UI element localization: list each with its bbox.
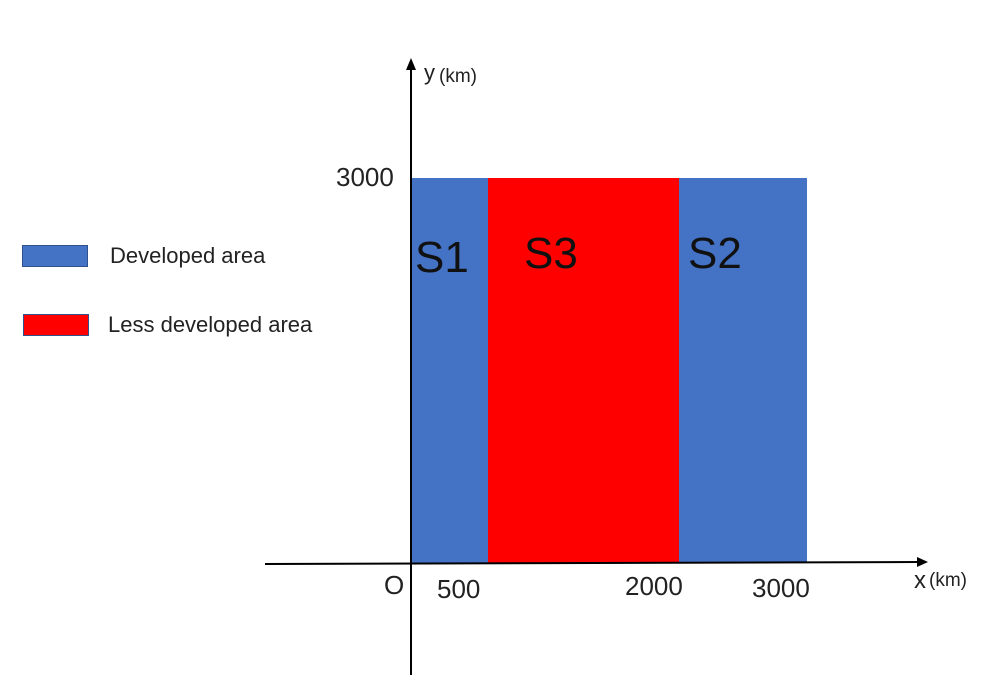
y-axis-label: y <box>424 60 435 85</box>
legend-swatch-developed <box>22 245 88 267</box>
region-s1 <box>411 178 488 563</box>
x-axis <box>264 561 921 565</box>
x-axis-unit: (km) <box>929 570 967 591</box>
x-tick-label-3000: 3000 <box>752 573 810 603</box>
x-axis-label: x <box>914 567 926 594</box>
region-label-s2: S2 <box>688 229 742 278</box>
legend-label-less-developed: Less developed area <box>108 312 313 337</box>
x-tick-label-2000: 2000 <box>625 571 683 601</box>
region-s3 <box>488 178 679 563</box>
region-label-s1: S1 <box>415 233 469 282</box>
regions-layer: S1 S3 S2 <box>411 178 807 563</box>
legend-label-developed: Developed area <box>110 243 266 268</box>
region-s2 <box>679 178 807 563</box>
region-label-s3: S3 <box>524 229 578 278</box>
x-axis-arrow-icon <box>917 557 928 567</box>
origin-label: O <box>384 570 404 600</box>
legend-swatch-less-developed <box>23 314 89 336</box>
y-axis-arrow-icon <box>406 58 416 70</box>
y-axis-unit: (km) <box>439 66 477 87</box>
x-tick-label-500: 500 <box>437 574 480 604</box>
y-tick-label-3000: 3000 <box>336 162 394 192</box>
